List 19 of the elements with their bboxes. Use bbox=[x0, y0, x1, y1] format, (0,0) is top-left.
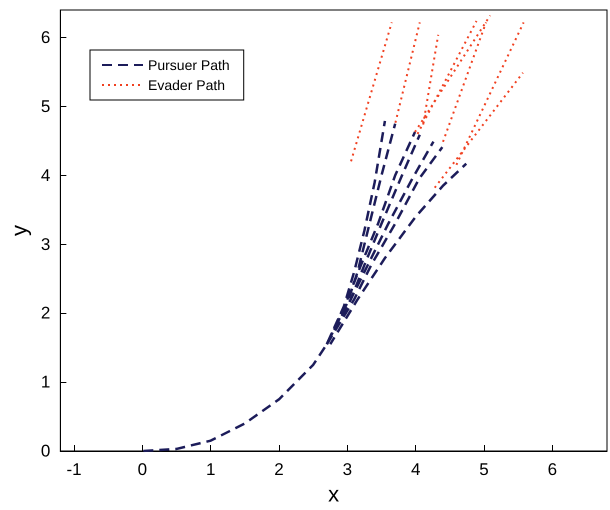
x-tick-label: 4 bbox=[410, 460, 420, 479]
y-tick-label: 6 bbox=[40, 28, 50, 48]
y-tick-label: 5 bbox=[40, 96, 50, 116]
y-tick-label: 3 bbox=[40, 234, 50, 254]
x-tick-label: 3 bbox=[342, 460, 352, 479]
y-tick-label: 0 bbox=[40, 442, 50, 460]
y-tick-label: 1 bbox=[40, 372, 50, 392]
y-tick-label: 2 bbox=[40, 304, 50, 323]
legend-label: Evader Path bbox=[148, 77, 226, 93]
x-tick-label: -1 bbox=[66, 460, 82, 479]
x-tick-label: 5 bbox=[479, 460, 489, 479]
y-tick-label: 4 bbox=[40, 166, 50, 185]
x-axis-title: x bbox=[328, 482, 340, 506]
x-tick-label: 0 bbox=[138, 460, 148, 479]
x-tick-label: 6 bbox=[548, 460, 558, 479]
y-axis-title: y bbox=[6, 225, 32, 236]
x-tick-label: 2 bbox=[274, 460, 284, 479]
x-tick-label: 1 bbox=[206, 460, 216, 479]
legend-label: Pursuer Path bbox=[148, 57, 230, 73]
